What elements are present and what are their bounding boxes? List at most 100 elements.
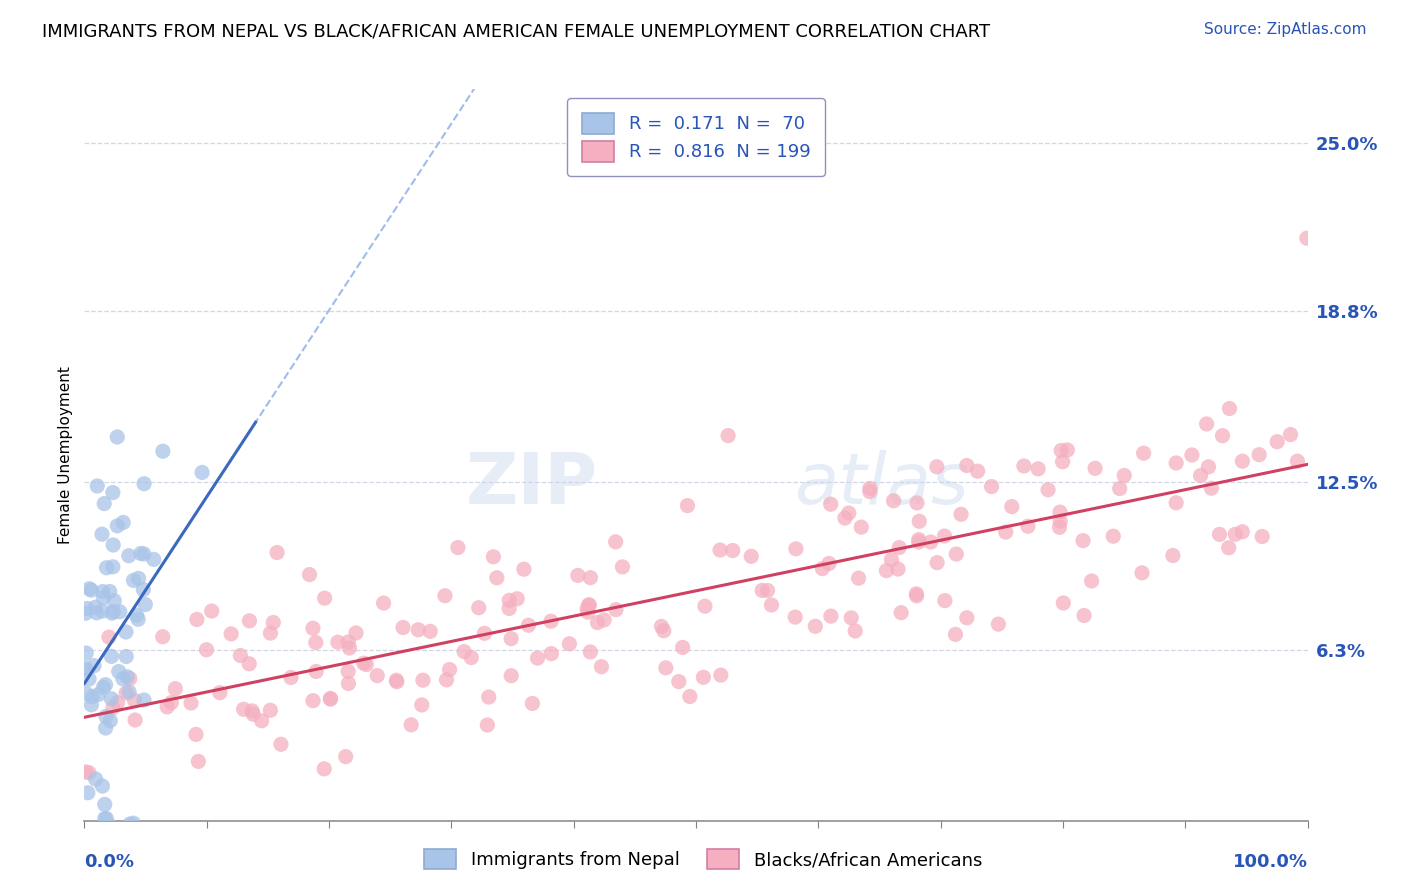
Point: [579, 571, 602, 585]
Point: [98, 714, 121, 728]
Point: [302, 621, 325, 635]
Point: [883, 493, 905, 508]
Point: [87, 688, 110, 702]
Point: [709, 543, 731, 558]
Point: [98, 584, 121, 599]
Point: [692, 670, 714, 684]
Point: [75, 764, 97, 779]
Point: [77, 765, 100, 780]
Point: [925, 459, 948, 474]
Point: [956, 458, 979, 473]
Point: [392, 620, 415, 634]
Point: [84, 600, 107, 615]
Y-axis label: Female Unemployment: Female Unemployment: [58, 366, 73, 544]
Point: [238, 614, 260, 628]
Point: [75, 646, 97, 660]
Point: [76, 601, 98, 615]
Point: [1218, 401, 1240, 416]
Point: [240, 704, 263, 718]
Point: [859, 482, 882, 496]
Point: [93, 497, 115, 511]
Point: [1052, 455, 1074, 469]
Point: [86, 479, 108, 493]
Point: [513, 562, 536, 576]
Point: [710, 668, 733, 682]
Point: [460, 650, 482, 665]
Point: [439, 663, 461, 677]
Point: [302, 694, 325, 708]
Point: [305, 635, 328, 649]
Point: [433, 589, 456, 603]
Point: [132, 547, 155, 561]
Point: [934, 529, 956, 543]
Point: [848, 571, 870, 585]
Point: [337, 665, 360, 679]
Point: [373, 596, 395, 610]
Point: [605, 534, 627, 549]
Point: [558, 637, 581, 651]
Point: [517, 618, 540, 632]
Point: [412, 673, 434, 688]
Point: [498, 593, 520, 607]
Point: [270, 737, 292, 751]
Point: [97, 630, 120, 644]
Point: [242, 707, 264, 722]
Point: [186, 612, 208, 626]
Point: [1056, 442, 1078, 457]
Point: [1251, 529, 1274, 543]
Point: [101, 700, 124, 714]
Point: [103, 593, 125, 607]
Point: [101, 559, 124, 574]
Point: [1225, 527, 1247, 541]
Point: [127, 612, 149, 626]
Point: [655, 661, 678, 675]
Point: [84, 772, 107, 786]
Point: [652, 624, 675, 638]
Point: [1080, 574, 1102, 588]
Text: atlas: atlas: [794, 450, 969, 518]
Legend: R =  0.171  N =  70, R =  0.816  N = 199: R = 0.171 N = 70, R = 0.816 N = 199: [567, 98, 825, 176]
Point: [112, 516, 135, 530]
Point: [314, 591, 336, 606]
Point: [576, 605, 599, 619]
Point: [100, 649, 122, 664]
Point: [945, 547, 967, 561]
Point: [107, 696, 129, 710]
Point: [108, 605, 131, 619]
Point: [576, 602, 599, 616]
Point: [1049, 514, 1071, 528]
Point: [905, 587, 928, 601]
Point: [118, 549, 141, 563]
Point: [156, 699, 179, 714]
Point: [79, 582, 101, 596]
Point: [859, 484, 882, 499]
Point: [280, 671, 302, 685]
Point: [1114, 468, 1136, 483]
Point: [83, 658, 105, 673]
Point: [1195, 417, 1218, 431]
Point: [100, 819, 122, 833]
Point: [97, 827, 120, 841]
Point: [191, 466, 214, 480]
Point: [717, 428, 740, 442]
Point: [201, 604, 224, 618]
Point: [605, 602, 627, 616]
Point: [994, 525, 1017, 540]
Point: [1017, 519, 1039, 533]
Point: [75, 663, 97, 677]
Point: [187, 755, 209, 769]
Point: [501, 632, 523, 646]
Point: [103, 605, 125, 619]
Point: [1050, 443, 1073, 458]
Point: [811, 561, 834, 575]
Point: [1036, 483, 1059, 497]
Point: [129, 547, 152, 561]
Point: [266, 545, 288, 559]
Point: [804, 619, 827, 633]
Point: [118, 817, 141, 831]
Point: [101, 606, 124, 620]
Point: [94, 812, 117, 826]
Point: [337, 676, 360, 690]
Point: [1166, 496, 1188, 510]
Point: [1108, 482, 1130, 496]
